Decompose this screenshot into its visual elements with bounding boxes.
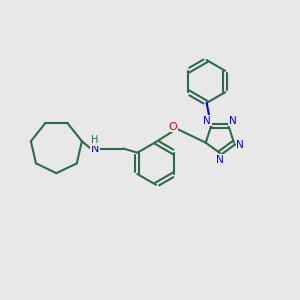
Text: N: N [236, 140, 244, 150]
Text: N: N [203, 116, 211, 126]
Text: O: O [169, 122, 177, 131]
Text: H: H [91, 135, 98, 145]
Text: N: N [229, 116, 236, 126]
Text: N: N [216, 154, 224, 164]
Text: N: N [91, 143, 99, 154]
